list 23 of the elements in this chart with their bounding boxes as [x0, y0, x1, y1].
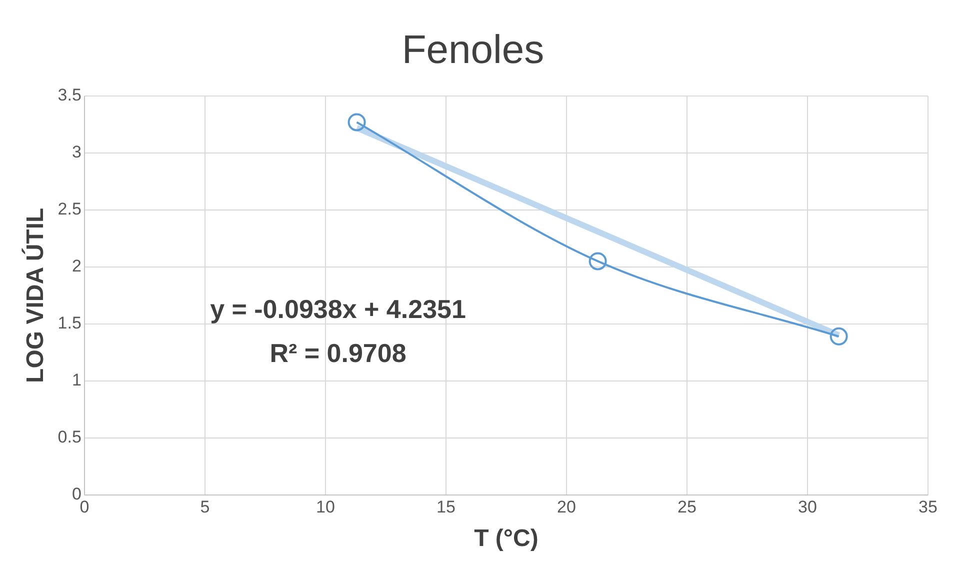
y-tick-label: 0.5 [58, 428, 82, 447]
x-tick-label: 5 [200, 498, 210, 517]
x-tick-label: 20 [557, 498, 576, 517]
y-tick-label: 3.5 [58, 86, 82, 105]
x-tick-label: 30 [798, 498, 817, 517]
x-tick-label: 10 [316, 498, 335, 517]
point [830, 327, 848, 346]
y-tick-label: 1 [72, 370, 82, 390]
y-tick-label: 2.5 [58, 200, 82, 219]
chart-title: Fenoles [402, 28, 544, 72]
point [588, 252, 607, 270]
y-tick-label: 1.5 [58, 314, 82, 333]
y-tick-label: 0 [72, 484, 82, 504]
x-tick-label: 35 [918, 498, 938, 517]
y-tick-label: 2 [72, 256, 82, 276]
point [348, 113, 366, 132]
x-tick-label: 25 [678, 498, 696, 517]
annotation: y = -0.0938x + 4.2351 [210, 294, 466, 324]
y-axis-title: LOG VIDA ÚTIL [21, 208, 50, 383]
x-axis-title: T (°C) [474, 525, 538, 552]
y-tick-label: 3 [72, 142, 82, 162]
annotation: R² = 0.9708 [270, 338, 406, 368]
x-tick-label: 15 [436, 498, 456, 517]
